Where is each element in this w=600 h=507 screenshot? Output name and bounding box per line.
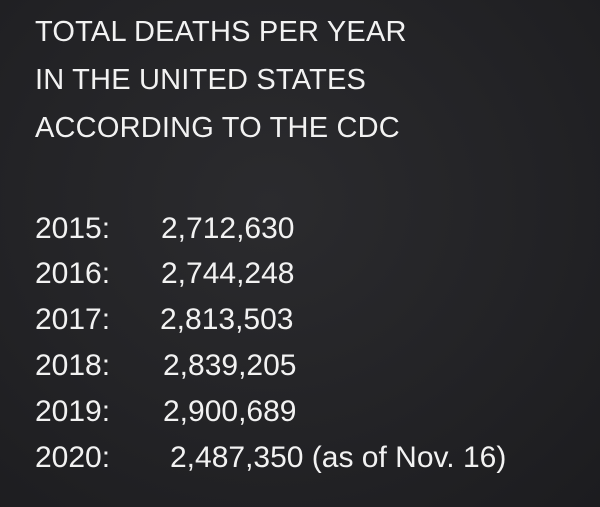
year-label: 2018: bbox=[35, 349, 111, 382]
year-label: 2019: bbox=[35, 395, 111, 428]
title-line-3: ACCORDING TO THE CDC bbox=[35, 112, 400, 144]
death-count: 2,839,205 bbox=[163, 349, 297, 382]
title-line-2: IN THE UNITED STATES bbox=[35, 64, 367, 96]
year-label: 2017: bbox=[35, 303, 111, 336]
death-count: 2,813,503 bbox=[160, 303, 294, 336]
death-count: 2,487,350 (as of Nov. 16) bbox=[170, 441, 507, 474]
death-count: 2,744,248 bbox=[161, 257, 295, 290]
year-label: 2015: bbox=[35, 212, 111, 245]
death-count: 2,712,630 bbox=[161, 212, 295, 245]
year-label: 2016: bbox=[35, 257, 111, 290]
death-count: 2,900,689 bbox=[163, 395, 297, 428]
year-label: 2020: bbox=[35, 441, 111, 474]
title-line-1: TOTAL DEATHS PER YEAR bbox=[35, 16, 407, 48]
